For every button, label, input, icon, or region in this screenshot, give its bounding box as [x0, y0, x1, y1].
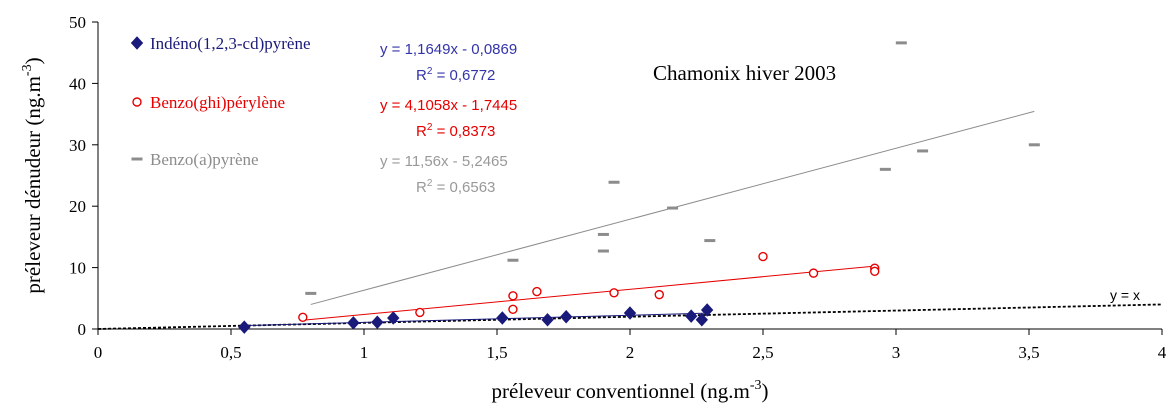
axes: 0 10 20 30 40 50 0 0,5 1 1,5 2 2,5 3 3,5 4 préleveur co… [20, 13, 1167, 403]
y-axis-label-exponent: -3 [20, 64, 35, 76]
legend: Indéno(1,2,3-cd)pyrène y = 1,1649x - 0,08… [130, 34, 517, 196]
r2-exponent: 2 [427, 178, 433, 189]
x-tick-label: 3,5 [1018, 343, 1039, 362]
data-point [387, 311, 400, 325]
data-point [508, 304, 518, 315]
data-point [623, 306, 637, 320]
data-point [559, 309, 573, 324]
trendlines [244, 110, 1035, 327]
y-axis-label: préleveur dénudeur (ng.m-3) [20, 57, 45, 293]
r2-exponent: 2 [427, 66, 433, 77]
y-axis-label-main: préleveur dénudeur (ng.m [21, 76, 45, 294]
data-point [917, 149, 929, 153]
y-tick-label: 20 [69, 197, 86, 216]
r2-value: = 0,8373 [432, 123, 495, 140]
data-point [870, 266, 880, 276]
legend-marker [130, 36, 144, 50]
chart-annotation-title: Chamonix hiver 2003 [653, 61, 836, 85]
x-axis-label-main: préleveur conventionnel (ng.m [492, 379, 750, 403]
x-axis-label-suffix: ) [762, 379, 769, 403]
data-point [704, 239, 716, 243]
data-point [415, 307, 425, 318]
trend-r2: R2 = 0,6772 [416, 66, 495, 84]
x-tick-label: 1 [360, 343, 369, 362]
data-point [879, 167, 891, 171]
x-axis-label: préleveur conventionnel (ng.m-3) [492, 378, 769, 403]
trend-equation: y = 4,1058x - 1,7445 [380, 97, 517, 114]
data-point [532, 286, 542, 297]
data-point [654, 289, 664, 300]
y-tick-label: 10 [69, 259, 86, 278]
y-axis-label-suffix: ) [21, 57, 45, 64]
x-axis-label-exponent: -3 [750, 378, 762, 393]
x-tick-label: 0 [94, 343, 103, 362]
x-tick-label: 1,5 [486, 343, 507, 362]
r2-exponent: 2 [427, 122, 433, 133]
trend-equation: y = 1,1649x - 0,0869 [380, 41, 517, 58]
data-point [371, 315, 384, 329]
y-tick-label: 30 [69, 136, 86, 155]
data-point [695, 313, 708, 327]
data-point [758, 251, 768, 262]
r2-value: = 0,6563 [432, 179, 495, 196]
data-point [700, 303, 714, 317]
data-point [298, 312, 308, 323]
legend-marker [131, 157, 143, 161]
data-point [597, 249, 609, 253]
y-tick-label: 40 [69, 74, 86, 93]
data-point [597, 232, 609, 236]
identity-line-label: y = x [1110, 287, 1140, 303]
data-point [347, 316, 360, 330]
x-tick-label: 0,5 [220, 343, 241, 362]
trendline [302, 265, 875, 321]
x-tick-label: 4 [1158, 343, 1167, 362]
trend-r2: R2 = 0,6563 [416, 178, 495, 196]
data-point [507, 258, 519, 262]
r2-value: = 0,6772 [432, 67, 495, 84]
y-tick-label: 50 [69, 13, 86, 32]
data-point [667, 206, 679, 210]
data-points [238, 41, 1040, 334]
data-point [541, 313, 554, 327]
data-point [238, 320, 251, 334]
x-tick-label: 3 [892, 343, 901, 362]
data-point [608, 180, 620, 184]
legend-marker [132, 97, 142, 107]
data-point [1028, 143, 1040, 147]
legend-label: Benzo(a)pyrène [150, 150, 259, 169]
r2-label: R [416, 179, 427, 196]
data-point [808, 268, 819, 278]
data-point [685, 309, 698, 323]
data-point [496, 311, 509, 325]
legend-label: Benzo(ghi)pérylène [150, 93, 285, 112]
trend-r2: R2 = 0,8373 [416, 122, 495, 140]
r2-label: R [416, 67, 427, 84]
y-tick-label: 0 [78, 320, 87, 339]
legend-label: Indéno(1,2,3-cd)pyrène [150, 34, 311, 53]
trend-equation: y = 11,56x - 5,2465 [380, 153, 508, 170]
data-point [508, 291, 518, 301]
r2-label: R [416, 123, 427, 140]
data-point [895, 41, 907, 45]
data-point [305, 291, 317, 295]
x-tick-label: 2 [626, 343, 635, 362]
data-point [609, 288, 619, 298]
x-tick-label: 2,5 [752, 343, 773, 362]
